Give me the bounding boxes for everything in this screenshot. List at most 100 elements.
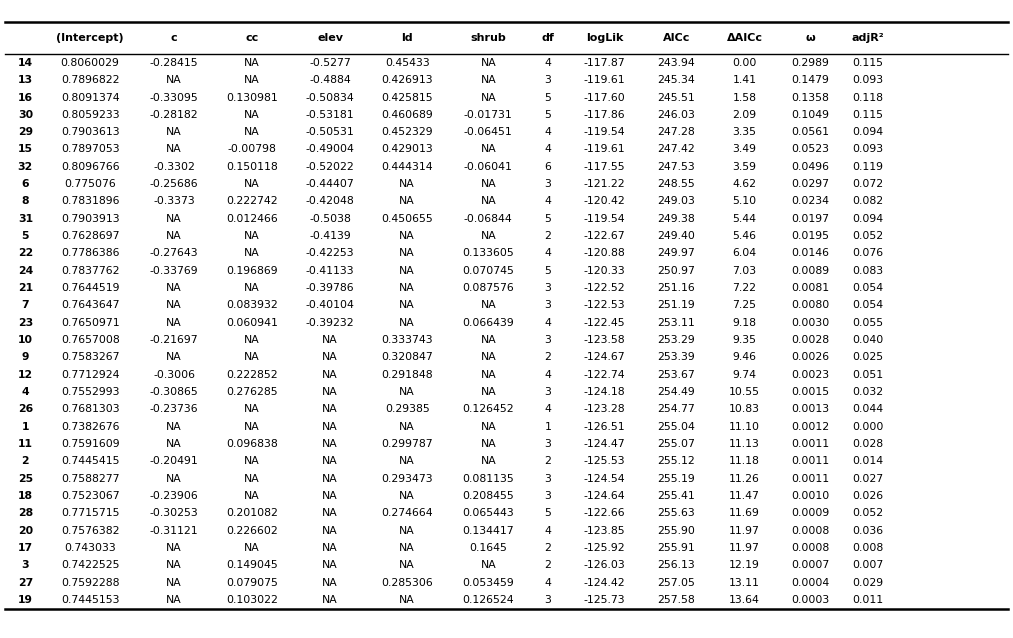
Text: 0.452329: 0.452329	[382, 127, 433, 137]
Text: 0.053459: 0.053459	[462, 577, 515, 588]
Text: logLik: logLik	[587, 33, 623, 43]
Text: AICc: AICc	[663, 33, 690, 43]
Text: 3: 3	[545, 473, 551, 484]
Text: 0.0080: 0.0080	[791, 300, 830, 311]
Text: 247.53: 247.53	[657, 162, 695, 172]
Text: 9.18: 9.18	[732, 318, 757, 328]
Text: 0.096838: 0.096838	[226, 439, 279, 449]
Text: NA: NA	[480, 456, 496, 466]
Text: NA: NA	[244, 179, 260, 189]
Text: -0.30865: -0.30865	[150, 387, 199, 397]
Text: 0.743033: 0.743033	[64, 543, 116, 553]
Text: 13: 13	[18, 75, 32, 85]
Text: NA: NA	[322, 439, 338, 449]
Text: adjR²: adjR²	[852, 33, 884, 43]
Text: 0.007: 0.007	[853, 560, 883, 570]
Text: NA: NA	[322, 577, 338, 588]
Text: c: c	[171, 33, 177, 43]
Text: -0.5277: -0.5277	[309, 58, 352, 68]
Text: 0.196869: 0.196869	[227, 266, 278, 276]
Text: shrub: shrub	[470, 33, 506, 43]
Text: 0.7786386: 0.7786386	[61, 248, 120, 258]
Text: 0.0081: 0.0081	[791, 283, 830, 293]
Text: 0.119: 0.119	[853, 162, 883, 172]
Text: NA: NA	[480, 58, 496, 68]
Text: 5: 5	[545, 266, 551, 276]
Text: 0.115: 0.115	[853, 58, 883, 68]
Text: 0.7650971: 0.7650971	[61, 318, 120, 328]
Text: NA: NA	[244, 231, 260, 241]
Text: -125.73: -125.73	[583, 595, 626, 605]
Text: -0.06451: -0.06451	[464, 127, 513, 137]
Text: 0.012466: 0.012466	[226, 214, 279, 224]
Text: 3: 3	[545, 335, 551, 345]
Text: 0.425815: 0.425815	[382, 93, 433, 103]
Text: 0.0008: 0.0008	[791, 526, 830, 535]
Text: 0.072: 0.072	[853, 179, 883, 189]
Text: 5: 5	[21, 231, 29, 241]
Text: 0.0028: 0.0028	[791, 335, 830, 345]
Text: NA: NA	[322, 526, 338, 535]
Text: 249.38: 249.38	[657, 214, 695, 224]
Text: NA: NA	[322, 560, 338, 570]
Text: 11: 11	[18, 439, 32, 449]
Text: -120.88: -120.88	[583, 248, 626, 258]
Text: 0.0011: 0.0011	[791, 473, 830, 484]
Text: NA: NA	[399, 283, 415, 293]
Text: -0.49004: -0.49004	[306, 144, 355, 154]
Text: -0.06844: -0.06844	[464, 214, 513, 224]
Text: 0.7831896: 0.7831896	[61, 197, 120, 207]
Text: 17: 17	[18, 543, 32, 553]
Text: NA: NA	[166, 439, 182, 449]
Text: 248.55: 248.55	[657, 179, 695, 189]
Text: 3: 3	[545, 283, 551, 293]
Text: 7.22: 7.22	[732, 283, 757, 293]
Text: 19: 19	[18, 595, 32, 605]
Text: 0.29385: 0.29385	[385, 404, 430, 414]
Text: -0.42253: -0.42253	[306, 248, 355, 258]
Text: NA: NA	[399, 543, 415, 553]
Text: NA: NA	[322, 387, 338, 397]
Text: 257.58: 257.58	[657, 595, 695, 605]
Text: -0.42048: -0.42048	[306, 197, 355, 207]
Text: 0.0297: 0.0297	[791, 179, 830, 189]
Text: 0.7681303: 0.7681303	[61, 404, 120, 414]
Text: -0.3373: -0.3373	[153, 197, 196, 207]
Text: 4: 4	[545, 248, 551, 258]
Text: 0.226602: 0.226602	[226, 526, 279, 535]
Text: NA: NA	[244, 404, 260, 414]
Text: 10: 10	[18, 335, 32, 345]
Text: NA: NA	[166, 231, 182, 241]
Text: 11.26: 11.26	[729, 473, 760, 484]
Text: NA: NA	[322, 422, 338, 432]
Text: 31: 31	[18, 214, 32, 224]
Text: 11.13: 11.13	[729, 439, 760, 449]
Text: 9.74: 9.74	[732, 369, 757, 380]
Text: 16: 16	[18, 93, 32, 103]
Text: 0.293473: 0.293473	[382, 473, 433, 484]
Text: 0.426913: 0.426913	[382, 75, 433, 85]
Text: NA: NA	[166, 283, 182, 293]
Text: 28: 28	[18, 508, 32, 518]
Text: 0.0089: 0.0089	[791, 266, 830, 276]
Text: NA: NA	[480, 93, 496, 103]
Text: 11.97: 11.97	[729, 543, 760, 553]
Text: 0.45433: 0.45433	[385, 58, 430, 68]
Text: 5: 5	[545, 214, 551, 224]
Text: 6: 6	[545, 162, 551, 172]
Text: 3: 3	[545, 300, 551, 311]
Text: NA: NA	[244, 352, 260, 362]
Text: 0.133605: 0.133605	[462, 248, 515, 258]
Text: NA: NA	[166, 144, 182, 154]
Text: 0.0146: 0.0146	[791, 248, 830, 258]
Text: 255.41: 255.41	[657, 491, 695, 501]
Text: 0.066439: 0.066439	[462, 318, 515, 328]
Text: 249.03: 249.03	[657, 197, 695, 207]
Text: NA: NA	[399, 248, 415, 258]
Text: -0.27643: -0.27643	[150, 248, 199, 258]
Text: 0.081135: 0.081135	[462, 473, 515, 484]
Text: 0.7576382: 0.7576382	[61, 526, 120, 535]
Text: 29: 29	[18, 127, 32, 137]
Text: 15: 15	[18, 144, 32, 154]
Text: 0.040: 0.040	[853, 335, 883, 345]
